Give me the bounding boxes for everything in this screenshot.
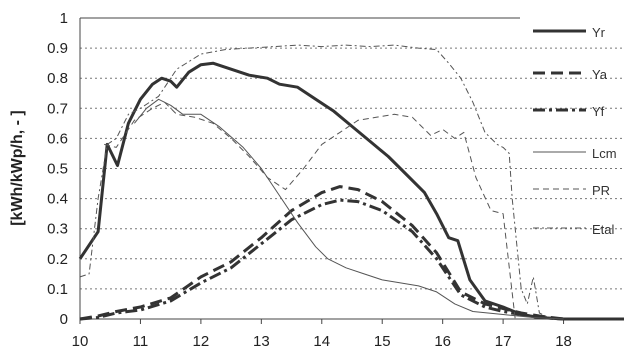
series-line-yr: [78, 61, 624, 321]
y-tick-label: 0: [60, 311, 68, 328]
y-tick-label: 0.6: [47, 130, 68, 147]
series-lines: [78, 44, 624, 321]
y-axis-label: [kWh/kWp/h, - ]: [9, 110, 26, 226]
x-tick-label: 18: [555, 333, 572, 350]
legend: Yr Ya Yf Lcm PR Etal: [533, 25, 617, 237]
series-line-ya: [79, 185, 624, 321]
x-tick-label: 11: [133, 333, 149, 350]
legend-label-yr: Yr: [592, 25, 606, 40]
x-tick-label: 10: [72, 333, 89, 350]
x-tick-label: 13: [253, 333, 270, 350]
legend-label-pr: PR: [592, 183, 610, 198]
series-line-pr: [104, 101, 516, 320]
y-tick-label: 0.7: [47, 100, 68, 117]
y-tick-label: 0.3: [47, 221, 68, 238]
y-tick-label: 1: [60, 10, 68, 27]
y-tick-label: 0.8: [47, 70, 68, 87]
y-tick-label: 0.5: [47, 161, 68, 178]
x-tick-label: 15: [374, 333, 391, 350]
legend-label-yf: Yf: [592, 104, 605, 119]
y-tick-label: 0.1: [47, 281, 68, 298]
legend-label-etal: Etal: [592, 222, 615, 237]
y-tick-label: 0.2: [47, 251, 68, 268]
legend-label-ya: Ya: [592, 67, 608, 82]
y-tick-label: 0.4: [47, 191, 68, 208]
y-tick-label: 0.9: [47, 40, 68, 57]
x-tick-label: 16: [434, 333, 451, 350]
series-line-etal: [79, 44, 552, 320]
x-tick-labels: 10 11 12 13 14 15 16 17 18: [72, 333, 572, 350]
x-tick-label: 17: [495, 333, 512, 350]
series-line-lcm: [134, 98, 564, 320]
x-tick-label: 12: [193, 333, 210, 350]
x-tick-label: 14: [313, 333, 330, 350]
series-line-yf: [79, 198, 624, 321]
legend-label-lcm: Lcm: [592, 146, 617, 161]
y-tick-labels: 0 0.1 0.2 0.3 0.4 0.5 0.6 0.7 0.8 0.9 1: [47, 10, 68, 328]
gridlines: [79, 17, 624, 324]
